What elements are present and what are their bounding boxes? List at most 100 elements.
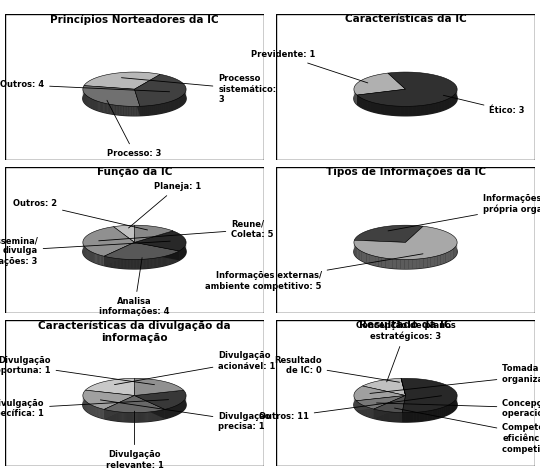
Polygon shape: [364, 252, 367, 263]
Polygon shape: [113, 411, 114, 421]
Polygon shape: [97, 101, 98, 111]
Polygon shape: [354, 235, 457, 269]
Polygon shape: [92, 406, 93, 415]
Text: Processo: 3: Processo: 3: [107, 100, 161, 158]
Polygon shape: [148, 106, 151, 115]
Polygon shape: [381, 104, 384, 114]
Polygon shape: [176, 406, 177, 415]
Polygon shape: [90, 404, 91, 414]
Polygon shape: [83, 227, 134, 256]
Polygon shape: [142, 106, 144, 115]
Text: Concepção de planos
estratégicos: 3: Concepção de planos estratégicos: 3: [356, 321, 455, 382]
Polygon shape: [402, 396, 406, 422]
Text: Planeja: 1: Planeja: 1: [129, 182, 201, 228]
Text: Compete com mais
eficiência/vantagem
competitica: 2: Compete com mais eficiência/vantagem com…: [395, 408, 540, 454]
Polygon shape: [132, 106, 133, 116]
Text: Tipos de Informações da IC: Tipos de Informações da IC: [326, 167, 485, 177]
Polygon shape: [161, 257, 162, 267]
Polygon shape: [83, 235, 186, 269]
Polygon shape: [91, 98, 92, 108]
Polygon shape: [453, 401, 454, 412]
Polygon shape: [447, 405, 449, 415]
Polygon shape: [104, 103, 105, 113]
Polygon shape: [365, 100, 368, 110]
Polygon shape: [455, 93, 456, 104]
Polygon shape: [357, 95, 359, 106]
Polygon shape: [131, 260, 133, 269]
Polygon shape: [134, 390, 186, 409]
Polygon shape: [121, 412, 122, 422]
Polygon shape: [396, 106, 400, 116]
Polygon shape: [116, 105, 117, 115]
Polygon shape: [108, 104, 110, 114]
Polygon shape: [103, 409, 104, 419]
Polygon shape: [425, 411, 428, 421]
Polygon shape: [168, 255, 169, 265]
Polygon shape: [354, 226, 457, 260]
Polygon shape: [116, 258, 117, 268]
Polygon shape: [101, 255, 103, 265]
Polygon shape: [109, 257, 110, 267]
Polygon shape: [160, 410, 161, 420]
Text: Divulgação
oportuna: 1: Divulgação oportuna: 1: [0, 356, 154, 385]
Text: Resultado da IC: Resultado da IC: [359, 320, 452, 331]
Polygon shape: [444, 99, 447, 110]
Polygon shape: [437, 255, 440, 265]
Polygon shape: [374, 396, 406, 413]
Polygon shape: [110, 411, 111, 420]
Polygon shape: [375, 256, 379, 267]
Polygon shape: [91, 405, 92, 414]
Polygon shape: [102, 102, 103, 112]
Polygon shape: [173, 100, 174, 110]
Polygon shape: [111, 105, 112, 114]
Polygon shape: [367, 253, 369, 264]
Polygon shape: [130, 413, 131, 422]
Polygon shape: [177, 252, 178, 261]
Polygon shape: [173, 253, 174, 263]
Polygon shape: [166, 256, 167, 266]
Polygon shape: [149, 412, 150, 422]
Polygon shape: [144, 412, 145, 422]
Polygon shape: [104, 243, 134, 266]
Polygon shape: [98, 255, 100, 265]
Polygon shape: [424, 258, 427, 268]
Text: Concepção de planos
operacionais: 2: Concepção de planos operacionais: 2: [376, 398, 540, 418]
Polygon shape: [127, 260, 129, 269]
Polygon shape: [113, 258, 114, 268]
Text: Divulgação
relevante: 1: Divulgação relevante: 1: [105, 411, 164, 470]
Polygon shape: [134, 89, 140, 116]
Polygon shape: [178, 251, 179, 261]
Polygon shape: [362, 252, 364, 262]
Polygon shape: [159, 104, 160, 114]
Polygon shape: [434, 256, 437, 266]
Polygon shape: [393, 259, 396, 268]
Polygon shape: [175, 406, 176, 415]
Polygon shape: [145, 412, 146, 422]
Polygon shape: [384, 105, 388, 115]
Polygon shape: [87, 249, 88, 259]
Polygon shape: [105, 257, 106, 266]
Polygon shape: [356, 396, 406, 410]
Polygon shape: [354, 225, 423, 243]
Polygon shape: [86, 249, 87, 259]
Text: Analisa
informações: 4: Analisa informações: 4: [99, 258, 170, 317]
Text: Características da divulgação da
informação: Características da divulgação da informa…: [38, 320, 231, 342]
Polygon shape: [170, 408, 171, 417]
Polygon shape: [137, 413, 138, 422]
Polygon shape: [147, 412, 148, 422]
Polygon shape: [374, 396, 406, 418]
Polygon shape: [137, 260, 139, 269]
Polygon shape: [106, 410, 107, 420]
Polygon shape: [162, 410, 163, 420]
Polygon shape: [408, 413, 411, 422]
Polygon shape: [134, 231, 186, 251]
Polygon shape: [150, 259, 152, 268]
Polygon shape: [98, 408, 99, 417]
Polygon shape: [161, 410, 162, 420]
Polygon shape: [170, 101, 171, 111]
Polygon shape: [111, 411, 112, 420]
Polygon shape: [405, 413, 408, 422]
Text: Divulgação
acionável: 1: Divulgação acionável: 1: [114, 351, 276, 385]
Polygon shape: [135, 413, 136, 422]
Polygon shape: [138, 106, 140, 116]
